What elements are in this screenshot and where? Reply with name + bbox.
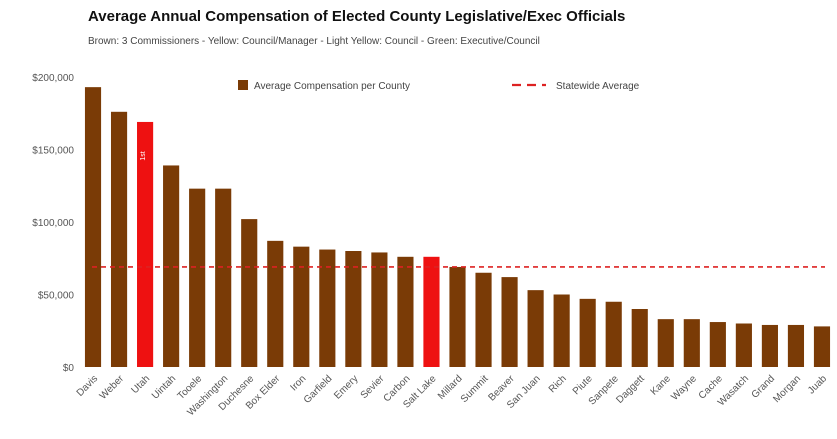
bar — [110, 111, 128, 367]
bar — [501, 277, 518, 367]
x-tick-label: Utah — [129, 373, 152, 396]
x-tick-label: Davis — [75, 373, 100, 398]
y-axis: $0 $50,000 $100,000 $150,000 $200,000 — [32, 73, 74, 374]
bar — [787, 324, 805, 367]
chart-title: Average Annual Compensation of Elected C… — [88, 8, 626, 25]
bar — [683, 319, 700, 367]
bar — [267, 240, 284, 367]
bar — [631, 309, 648, 367]
legend-label-bars: Average Compensation per County — [254, 81, 410, 92]
bar — [215, 188, 232, 367]
x-tick-label: Morgan — [771, 373, 803, 405]
bar — [657, 319, 674, 367]
chart-subtitle: Brown: 3 Commissioners - Yellow: Council… — [88, 36, 540, 47]
bar — [293, 246, 310, 367]
bar — [761, 324, 778, 367]
bar — [475, 272, 492, 367]
x-tick-label: Garfield — [302, 373, 335, 406]
y-tick-label: $50,000 — [38, 291, 75, 302]
bar — [553, 294, 570, 367]
bar — [605, 301, 622, 367]
x-tick-label: Uintah — [150, 373, 178, 401]
bar — [371, 252, 388, 367]
x-tick-label: Rich — [547, 373, 569, 395]
bars: 1st — [84, 87, 831, 368]
legend: Average Compensation per County Statewid… — [238, 80, 640, 92]
bar — [579, 298, 596, 367]
bar — [423, 256, 440, 367]
legend-swatch-bars — [238, 80, 248, 90]
x-tick-label: Daggett — [614, 373, 647, 406]
bar — [189, 188, 206, 367]
bar-label: 1st — [140, 151, 147, 160]
bar — [735, 323, 752, 367]
x-tick-label: Emery — [332, 373, 360, 401]
bar — [449, 266, 466, 367]
bar — [813, 326, 831, 367]
y-tick-label: $100,000 — [32, 218, 74, 229]
bar — [397, 256, 414, 367]
y-tick-label: $200,000 — [32, 73, 74, 84]
y-tick-label: $150,000 — [32, 146, 74, 157]
bar — [319, 249, 336, 367]
bar — [137, 121, 154, 367]
x-tick-label: Iron — [288, 373, 308, 393]
legend-label-average: Statewide Average — [556, 81, 640, 92]
bar — [84, 87, 102, 368]
bar — [163, 165, 180, 367]
x-tick-label: Weber — [98, 373, 127, 402]
bar — [241, 219, 258, 367]
x-tick-label: Juab — [806, 373, 829, 396]
bar — [709, 322, 726, 367]
bar — [345, 251, 362, 367]
x-tick-label: Wayne — [669, 373, 699, 403]
x-tick-label: Summit — [459, 373, 491, 405]
y-tick-label: $0 — [63, 363, 75, 374]
bar — [527, 290, 544, 367]
